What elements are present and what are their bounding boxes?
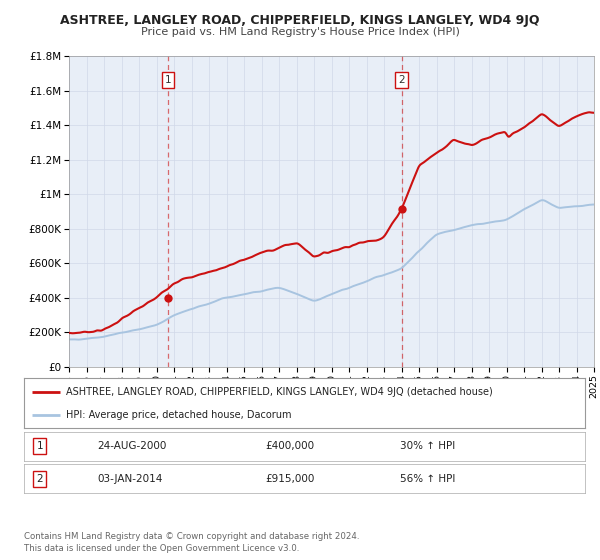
Text: 1: 1 — [164, 75, 171, 85]
Text: ASHTREE, LANGLEY ROAD, CHIPPERFIELD, KINGS LANGLEY, WD4 9JQ: ASHTREE, LANGLEY ROAD, CHIPPERFIELD, KIN… — [60, 14, 540, 27]
Text: 56% ↑ HPI: 56% ↑ HPI — [400, 474, 455, 484]
Text: 2: 2 — [37, 474, 43, 484]
Text: 24-AUG-2000: 24-AUG-2000 — [97, 441, 166, 451]
Text: Contains HM Land Registry data © Crown copyright and database right 2024.
This d: Contains HM Land Registry data © Crown c… — [24, 532, 359, 553]
Text: £400,000: £400,000 — [265, 441, 314, 451]
Text: 2: 2 — [398, 75, 405, 85]
Text: Price paid vs. HM Land Registry's House Price Index (HPI): Price paid vs. HM Land Registry's House … — [140, 27, 460, 37]
Text: 03-JAN-2014: 03-JAN-2014 — [97, 474, 163, 484]
Text: HPI: Average price, detached house, Dacorum: HPI: Average price, detached house, Daco… — [66, 410, 292, 420]
Text: 30% ↑ HPI: 30% ↑ HPI — [400, 441, 455, 451]
Text: £915,000: £915,000 — [265, 474, 314, 484]
Text: 1: 1 — [37, 441, 43, 451]
Text: ASHTREE, LANGLEY ROAD, CHIPPERFIELD, KINGS LANGLEY, WD4 9JQ (detached house): ASHTREE, LANGLEY ROAD, CHIPPERFIELD, KIN… — [66, 386, 493, 396]
